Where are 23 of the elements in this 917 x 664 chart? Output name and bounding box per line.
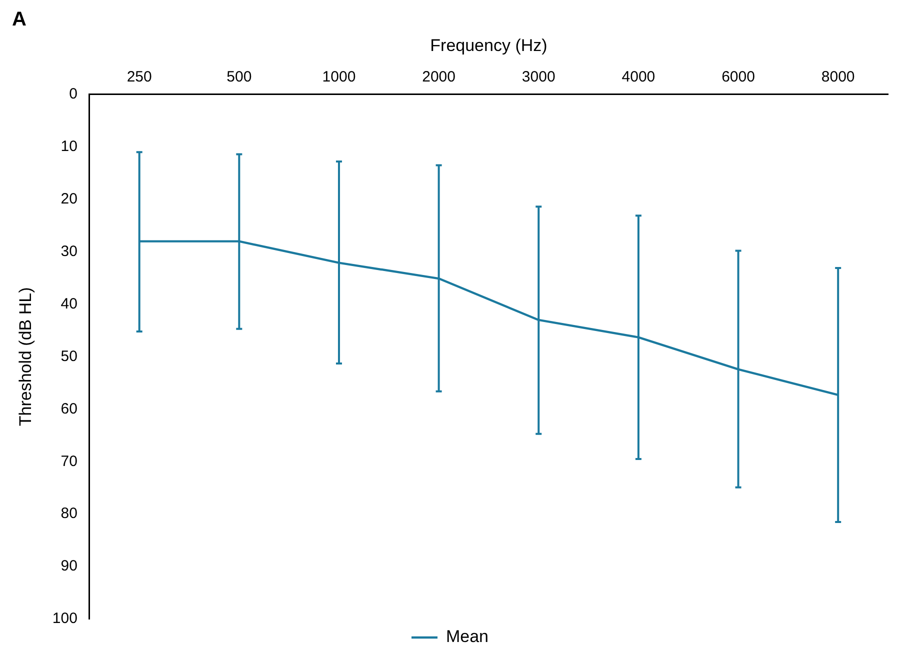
x-tick-label: 500 xyxy=(226,68,252,86)
x-tick-label: 4000 xyxy=(622,68,656,86)
y-tick-label: 100 xyxy=(52,610,78,628)
x-tick-label: 1000 xyxy=(322,68,356,86)
x-tick-label: 250 xyxy=(126,68,152,86)
chart-title: A xyxy=(12,8,26,31)
y-tick-label: 50 xyxy=(60,348,78,365)
x-tick-label: 8000 xyxy=(821,68,855,86)
y-tick-label: 0 xyxy=(69,86,78,103)
y-axis-title: Threshold (dB HL) xyxy=(16,287,35,426)
y-tick-label: 40 xyxy=(60,295,78,312)
legend-label: Mean xyxy=(446,627,489,646)
y-tick-label: 10 xyxy=(60,138,78,155)
x-tick-label: 3000 xyxy=(522,68,556,86)
x-tick-label: 6000 xyxy=(722,68,755,86)
y-tick-label: 90 xyxy=(60,558,78,575)
y-tick-label: 70 xyxy=(60,452,78,470)
x-tick-label: 2000 xyxy=(422,68,456,86)
y-tick-label: 80 xyxy=(60,505,78,522)
x-axis-title: Frequency (Hz) xyxy=(430,36,548,55)
y-tick-label: 30 xyxy=(60,242,78,260)
y-tick-label: 60 xyxy=(60,400,78,418)
y-tick-label: 20 xyxy=(60,190,78,208)
